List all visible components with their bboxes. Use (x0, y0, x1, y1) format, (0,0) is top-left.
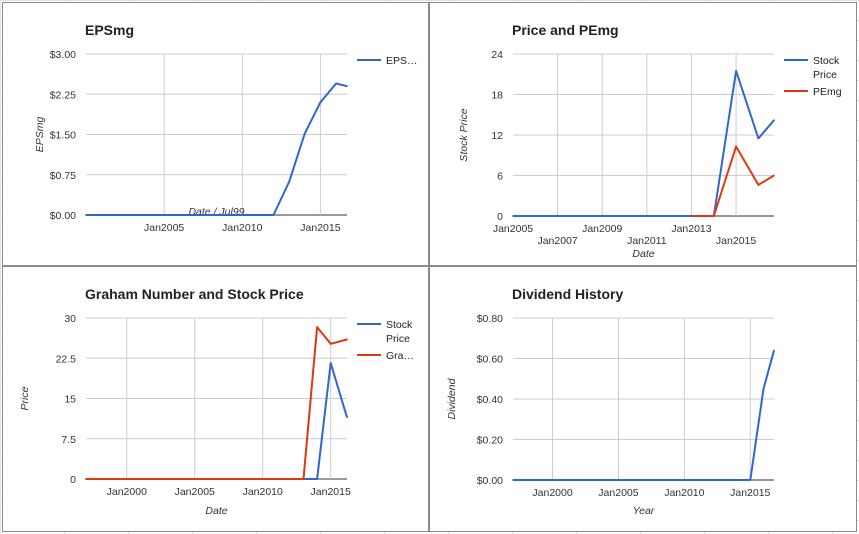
eps-chart: EPSmg $0.00 $0.75 $1.50 $2.25 $3.00 Jan2005 Ja… (34, 22, 418, 234)
y-tick-label: $0.00 (50, 210, 76, 222)
y-tick-label: 0 (70, 474, 76, 486)
x-axis-label: Date / Jul99 (188, 206, 244, 218)
data-point (346, 85, 348, 87)
y-tick-label: $0.75 (50, 170, 76, 182)
x-tick-label: Jan2005 (144, 222, 184, 234)
y-tick-label: $3.00 (50, 49, 76, 61)
data-point (85, 478, 87, 480)
data-point (712, 215, 715, 217)
x-tick-label: Jan2010 (664, 487, 704, 499)
y-tick-label: $0.20 (477, 435, 503, 447)
data-point (512, 479, 514, 481)
y-tick-label: 22.5 (56, 353, 77, 365)
x-tick-label: Jan2015 (311, 486, 351, 498)
data-point (304, 132, 306, 135)
data-point (346, 416, 348, 419)
series-line (86, 82, 348, 216)
y-tick-label: 24 (491, 49, 503, 61)
data-point (735, 70, 737, 72)
price-pe-chart-panel: Price and PEmg 0 6 12 18 24 Jan2005 Jan2007 Jan… (429, 2, 857, 266)
y-tick-label: 6 (497, 171, 503, 183)
x-tick-label: Jan2010 (243, 486, 283, 498)
data-point (316, 478, 318, 480)
data-point (773, 119, 775, 121)
data-point (272, 214, 275, 216)
legend-label: EPS… (386, 55, 418, 67)
y-tick-label: 18 (491, 90, 503, 102)
data-point (762, 388, 765, 390)
x-tick-label: Jan2005 (598, 487, 638, 499)
x-tick-label: Jan2015 (300, 222, 340, 234)
eps-chart-panel: EPSmg $0.00 $0.75 $1.50 $2.25 $3.00 Jan2005 Ja… (2, 2, 429, 266)
chart-title: Dividend History (512, 286, 623, 302)
x-tick-label: Jan2000 (107, 486, 147, 498)
y-tick-label: 0 (497, 211, 503, 223)
series-line (86, 326, 348, 480)
y-tick-label: 7.5 (61, 434, 76, 446)
y-tick-label: $0.40 (477, 394, 503, 406)
y-axis-label: Dividend (446, 377, 458, 419)
legend-label: PEmg (813, 86, 842, 98)
data-point (736, 479, 738, 481)
data-point (690, 215, 693, 217)
series-line (691, 145, 775, 217)
x-tick-label: Jan2015 (716, 235, 756, 247)
data-point (773, 349, 775, 352)
y-tick-label: 12 (491, 130, 503, 142)
data-point (735, 145, 737, 148)
data-point (319, 101, 322, 104)
x-tick-label: Jan2011 (627, 235, 667, 247)
data-point (757, 184, 760, 186)
legend-label: Gra… (386, 350, 414, 362)
y-tick-label: $0.80 (477, 313, 503, 325)
data-point (257, 214, 259, 216)
x-tick-label: Jan2013 (671, 223, 711, 235)
chart-title: Price and PEmg (512, 22, 619, 38)
data-point (288, 180, 290, 183)
x-tick-label: Jan2015 (730, 487, 770, 499)
x-tick-label: Jan2005 (493, 223, 533, 235)
x-axis-label: Year (633, 505, 655, 517)
chart-title: Graham Number and Stock Price (85, 286, 304, 302)
y-axis-label: Price (19, 386, 31, 410)
y-tick-label: $1.50 (50, 130, 76, 142)
x-axis-label: Date (632, 248, 654, 260)
legend-label: Stock Price (813, 55, 840, 81)
data-point (346, 338, 348, 341)
data-point (757, 137, 760, 140)
x-axis-label: Date (205, 505, 227, 517)
y-tick-label: 30 (64, 313, 76, 325)
y-tick-label: $0.60 (477, 354, 503, 366)
graham-chart: Graham Number and Stock Price 0 7.5 15 22.5… (19, 286, 414, 517)
data-point (316, 326, 318, 328)
y-axis-label: Stock Price (458, 108, 470, 161)
data-point (329, 362, 332, 364)
dividend-chart-panel: Dividend History $0.00 $0.20 $0.40 $0.60 $0.… (429, 266, 857, 532)
y-axis-label: EPSmg (34, 117, 46, 153)
data-point (749, 479, 752, 481)
graham-chart-panel: Graham Number and Stock Price 0 7.5 15 22.5… (2, 266, 429, 532)
data-point (329, 342, 332, 345)
series-line (513, 69, 775, 217)
x-tick-label: Jan2010 (222, 222, 262, 234)
x-tick-label: Jan2000 (532, 487, 572, 499)
y-tick-label: $2.25 (50, 89, 76, 101)
data-point (85, 214, 87, 216)
x-tick-label: Jan2007 (537, 235, 577, 247)
data-point (512, 215, 514, 217)
chart-title: EPSmg (85, 22, 134, 38)
x-tick-label: Jan2005 (175, 486, 215, 498)
x-tick-label: Jan2009 (582, 223, 622, 235)
legend-label: Stock Price (386, 319, 413, 345)
price-pe-chart: Price and PEmg 0 6 12 18 24 Jan2005 Jan2007 Jan… (458, 22, 842, 260)
y-tick-label: $0.00 (477, 475, 503, 487)
data-point (773, 174, 775, 177)
data-point (335, 82, 337, 85)
data-point (302, 478, 305, 480)
dividend-chart: Dividend History $0.00 $0.20 $0.40 $0.60 $0.… (446, 286, 775, 517)
y-tick-label: 15 (64, 394, 76, 406)
